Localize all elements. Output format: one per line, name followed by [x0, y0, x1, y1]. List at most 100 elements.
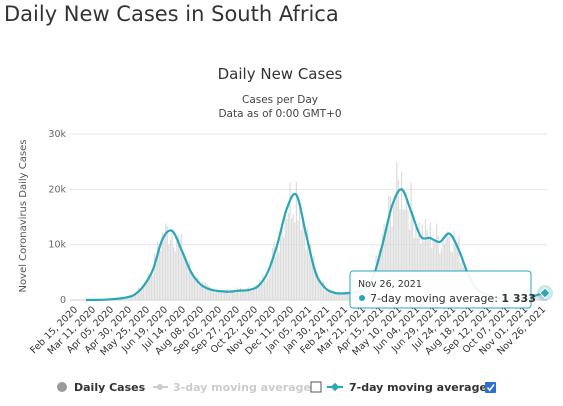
daily-case-bar — [216, 291, 218, 300]
daily-case-bar — [134, 294, 137, 300]
daily-case-bar — [348, 292, 350, 300]
legend-item-3-day[interactable]: 3-day moving average — [153, 381, 311, 394]
daily-case-bar — [232, 290, 234, 300]
daily-case-bar — [407, 209, 409, 300]
daily-case-bar — [404, 210, 406, 300]
daily-case-bar — [539, 292, 541, 300]
seven-day-checkbox[interactable] — [485, 382, 496, 393]
daily-case-bar — [345, 291, 347, 300]
daily-case-bar — [230, 291, 232, 300]
daily-case-bar — [295, 181, 297, 300]
daily-case-bar — [255, 284, 258, 300]
daily-case-bar — [169, 240, 172, 300]
daily-case-bar — [385, 228, 387, 300]
daily-case-bar — [204, 282, 207, 300]
tooltip-value-text: 7-day moving average: 1 333 — [370, 292, 536, 305]
daily-case-bar — [276, 242, 278, 300]
daily-case-bar — [174, 251, 176, 300]
legend-item-7-day[interactable]: 7-day moving average — [327, 381, 487, 394]
daily-case-bar — [235, 292, 237, 300]
daily-case-bar — [426, 230, 428, 300]
daily-case-bar — [416, 238, 419, 300]
daily-case-bar — [206, 284, 208, 300]
daily-case-bar — [179, 239, 181, 300]
daily-case-bar — [316, 271, 318, 300]
y-tick-labels: 0 10k 20k 30k — [48, 129, 66, 306]
daily-case-bar — [133, 294, 135, 300]
daily-case-bar — [436, 223, 438, 300]
daily-case-bar — [130, 295, 132, 300]
daily-case-bar — [447, 231, 449, 300]
three-day-checkbox[interactable] — [310, 381, 322, 393]
legend-item-daily-cases[interactable]: Daily Cases — [57, 381, 146, 394]
daily-case-bar — [434, 239, 436, 300]
daily-case-bar — [267, 277, 269, 300]
legend: Daily Cases 3-day moving average 7-day m… — [57, 381, 496, 394]
daily-case-bar — [265, 280, 267, 300]
daily-case-bar — [236, 287, 239, 300]
daily-case-bar — [318, 279, 320, 300]
daily-case-bar — [271, 248, 274, 300]
daily-case-bar — [196, 276, 199, 300]
daily-case-bar — [330, 293, 333, 300]
daily-case-bar — [289, 182, 291, 300]
daily-case-bar — [123, 298, 125, 300]
daily-case-bar — [306, 227, 309, 300]
tooltip-date: Nov 26, 2021 — [358, 279, 422, 290]
daily-case-bar — [173, 246, 175, 300]
chart-subtitle-2: Data as of 0:00 GMT+0 — [218, 108, 341, 120]
daily-case-bar — [139, 288, 141, 300]
daily-case-bar — [391, 226, 393, 300]
daily-case-bar — [388, 196, 390, 300]
daily-case-bar — [297, 220, 299, 300]
daily-case-bar — [152, 275, 154, 300]
daily-case-bar — [329, 290, 331, 300]
daily-case-bar — [298, 208, 301, 300]
daily-case-bar — [400, 172, 403, 300]
daily-case-bar — [327, 290, 329, 300]
daily-case-bar — [405, 193, 407, 300]
daily-case-bar — [211, 288, 213, 300]
daily-case-bar — [294, 222, 296, 300]
daily-case-bar — [163, 238, 165, 300]
daily-case-bar — [442, 236, 444, 300]
daily-case-bar — [319, 280, 321, 300]
daily-case-bar — [534, 296, 537, 300]
daily-case-bar — [392, 205, 395, 300]
daily-case-bar — [155, 263, 157, 300]
daily-case-bar — [322, 281, 325, 300]
check-icon — [486, 384, 495, 392]
daily-case-bar — [273, 242, 275, 300]
daily-case-bar — [281, 223, 283, 300]
daily-case-bar — [150, 273, 152, 300]
daily-case-bar — [227, 288, 229, 300]
daily-case-bar — [324, 290, 326, 300]
three-day-legend-marker-icon — [157, 384, 163, 390]
daily-case-bar — [415, 225, 417, 300]
daily-case-bar — [125, 297, 127, 300]
daily-case-bar — [262, 274, 264, 300]
daily-case-bar — [399, 209, 401, 300]
daily-case-bar — [305, 249, 307, 300]
tooltip-label: 7-day moving average: — [370, 292, 498, 305]
daily-case-bar — [302, 217, 304, 300]
y-tick-label: 20k — [48, 184, 66, 195]
daily-case-bar — [141, 289, 143, 300]
daily-case-bar — [190, 271, 192, 300]
daily-case-bar — [251, 291, 253, 300]
daily-case-bar — [279, 238, 282, 300]
legend-label-daily-cases: Daily Cases — [74, 381, 146, 394]
daily-case-bar — [308, 245, 310, 300]
daily-case-bar — [181, 234, 183, 300]
daily-case-bar — [228, 293, 231, 300]
daily-case-bar — [160, 250, 162, 300]
daily-case-bar — [458, 235, 460, 300]
chart-title: Daily New Cases — [218, 65, 343, 83]
daily-case-bar — [437, 235, 439, 300]
daily-case-bar — [300, 230, 302, 300]
daily-case-bar — [453, 230, 455, 300]
daily-case-bar — [168, 244, 170, 300]
daily-case-bar — [290, 218, 293, 300]
daily-case-bar — [239, 287, 242, 300]
